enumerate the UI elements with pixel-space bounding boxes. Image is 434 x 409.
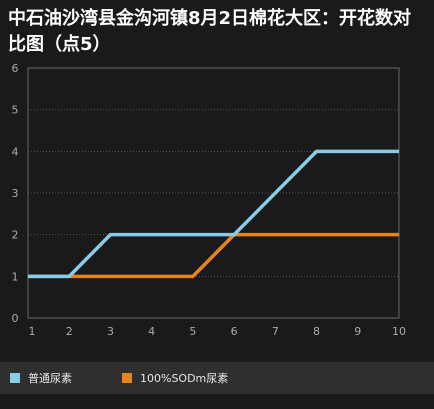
x-tick-label-0: 1 bbox=[29, 325, 36, 338]
plot-border bbox=[27, 67, 400, 319]
x-tick-label-6: 7 bbox=[272, 325, 279, 338]
y-tick-label-2: 2 bbox=[12, 229, 19, 242]
legend: 普通尿素 100%SODm尿素 bbox=[0, 362, 434, 394]
x-tick-label-8: 9 bbox=[354, 325, 361, 338]
x-tick-label-4: 5 bbox=[189, 325, 196, 338]
y-tick-label-5: 5 bbox=[12, 104, 19, 117]
x-tick-label-7: 8 bbox=[313, 325, 320, 338]
x-tick-label-9: 10 bbox=[392, 325, 406, 338]
legend-label-series-2: 100%SODm尿素 bbox=[140, 372, 229, 385]
chart-title: 中石油沙湾县金沟河镇8月2日棉花大区：开花数对比图（点5） bbox=[8, 8, 412, 55]
series-line-2 bbox=[28, 232, 399, 279]
legend-label-series-1: 普通尿素 bbox=[28, 372, 72, 385]
x-tick-label-5: 6 bbox=[231, 325, 238, 338]
legend-swatch-series-2 bbox=[122, 373, 132, 383]
legend-swatch-series-1 bbox=[10, 373, 20, 383]
y-tick-label-1: 1 bbox=[12, 270, 19, 283]
y-tick-label-4: 4 bbox=[12, 145, 19, 158]
series-line-1 bbox=[28, 149, 399, 279]
y-tick-label-3: 3 bbox=[12, 187, 19, 200]
x-tick-label-2: 3 bbox=[107, 325, 114, 338]
y-tick-label-6: 6 bbox=[12, 62, 19, 75]
legend-item-series-1: 普通尿素 bbox=[10, 370, 72, 386]
footer-strip bbox=[0, 394, 434, 409]
y-tick-label-0: 0 bbox=[12, 312, 19, 325]
legend-item-series-2: 100%SODm尿素 bbox=[122, 370, 228, 386]
x-tick-label-1: 2 bbox=[66, 325, 73, 338]
x-tick-label-3: 4 bbox=[148, 325, 155, 338]
